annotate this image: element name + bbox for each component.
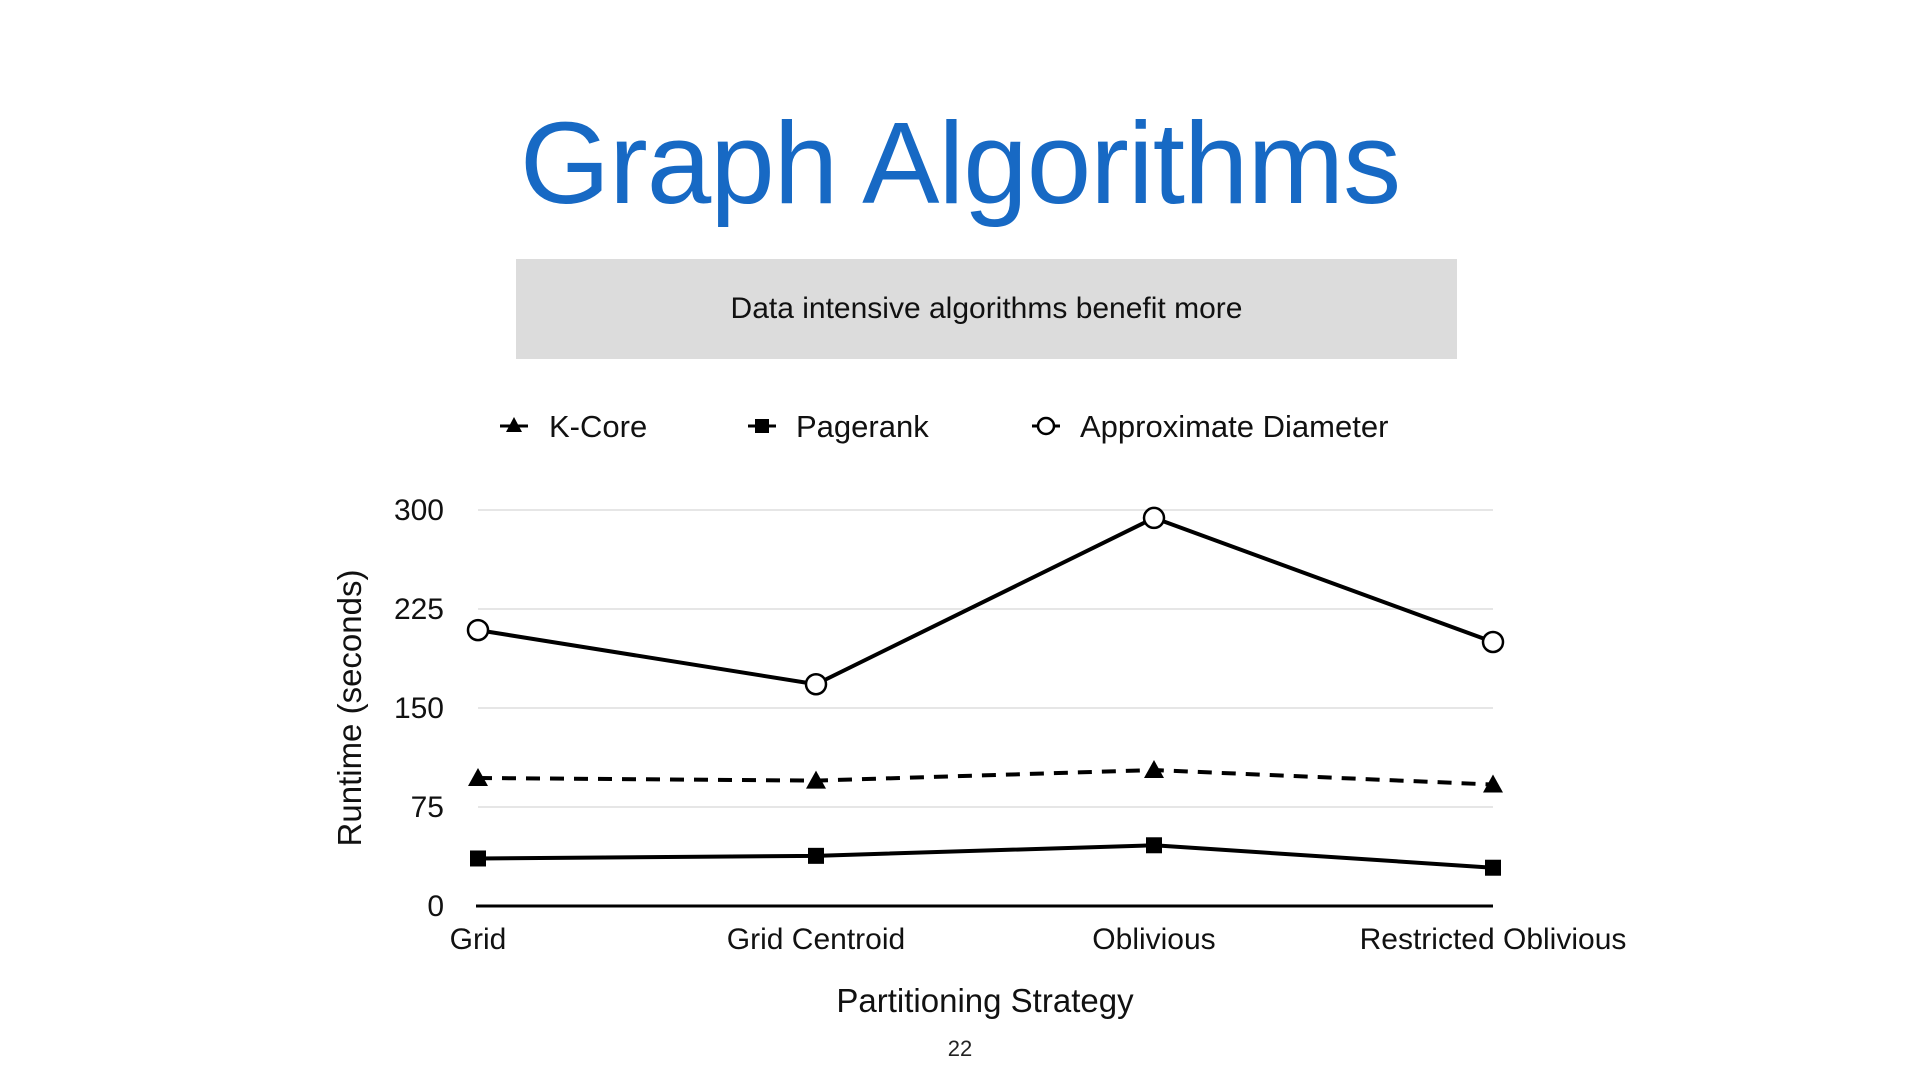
x-tick-label: Grid <box>450 923 507 956</box>
x-axis-title: Partitioning Strategy <box>836 982 1134 1019</box>
legend-marker <box>755 419 769 433</box>
data-point <box>808 847 824 864</box>
data-point <box>1146 837 1162 854</box>
legend-marker <box>1036 416 1056 436</box>
series-line <box>477 768 1494 787</box>
grid-lines <box>478 509 1493 808</box>
legend-label: Pagerank <box>796 409 929 444</box>
data-point <box>468 767 488 786</box>
subtitle-text: Data intensive algorithms benefit more <box>730 292 1243 325</box>
slide-title: Graph Algorithms <box>519 98 1401 228</box>
series-line <box>477 515 1494 687</box>
data-point <box>1485 859 1501 876</box>
axis-labels: 0 75 150 225 300 Grid Grid Centroid Oblivious Re… <box>331 494 1626 1019</box>
x-tick-label: Grid Centroid <box>727 923 905 956</box>
legend-label: K-Core <box>549 409 647 444</box>
subtitle-box: Data intensive algorithms benefit more <box>516 259 1457 359</box>
series-line <box>477 843 1494 870</box>
data-point <box>1142 506 1166 530</box>
y-tick-label: 225 <box>394 593 444 626</box>
data-point <box>1144 760 1164 779</box>
data-point <box>470 850 486 867</box>
legend: K-Core Pagerank Approximate Diameter <box>500 409 1388 444</box>
y-tick-label: 300 <box>394 494 444 527</box>
y-tick-label: 75 <box>411 791 444 824</box>
x-tick-label: Oblivious <box>1092 923 1215 956</box>
y-axis-title: Runtime (seconds) <box>331 570 368 847</box>
legend-marker <box>506 417 522 432</box>
y-tick-label: 150 <box>394 692 444 725</box>
x-tick-label: Restricted Oblivious <box>1360 923 1627 956</box>
y-tick-label: 0 <box>427 890 444 923</box>
legend-label: Approximate Diameter <box>1080 409 1388 444</box>
data-point <box>466 618 490 642</box>
page-number: 22 <box>947 1036 973 1061</box>
data-point <box>1481 630 1505 654</box>
data-point <box>806 770 826 789</box>
data-series <box>466 506 1505 876</box>
data-point <box>1483 774 1503 793</box>
data-point <box>804 672 828 696</box>
